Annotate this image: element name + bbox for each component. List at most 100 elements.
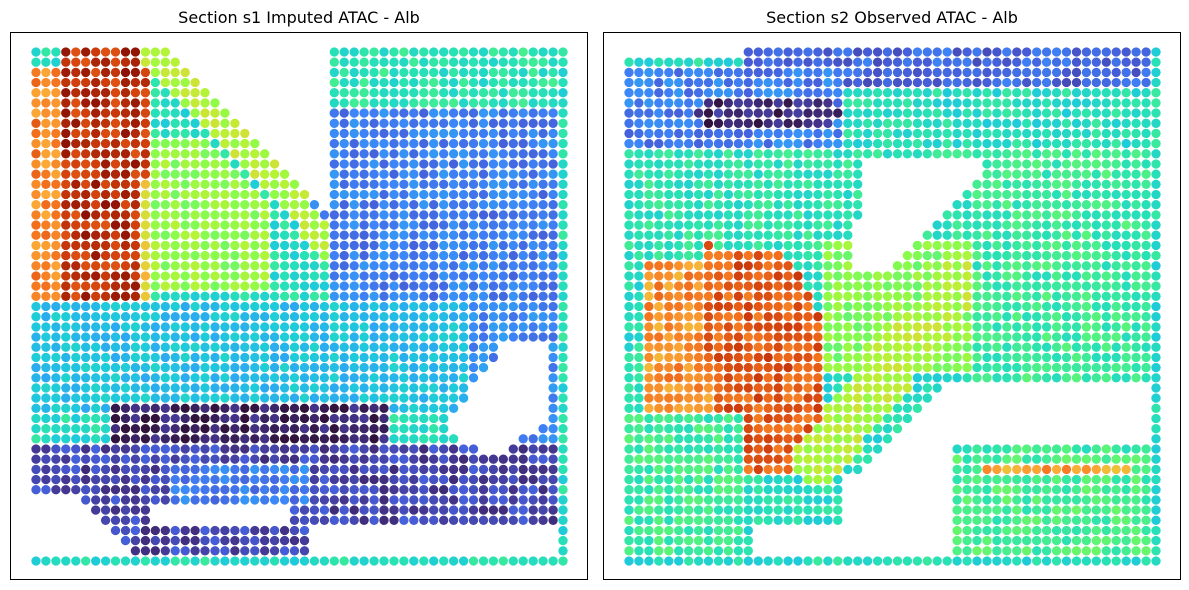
spot <box>399 444 409 454</box>
spot <box>733 67 744 78</box>
spot <box>289 515 300 525</box>
spot <box>389 454 399 464</box>
spot <box>349 149 359 159</box>
spot <box>1101 138 1111 149</box>
spot <box>1111 291 1121 301</box>
spot <box>723 474 734 485</box>
spot <box>389 250 399 261</box>
spot <box>478 240 489 251</box>
spot <box>379 332 389 342</box>
spot <box>279 352 290 363</box>
spot <box>862 149 873 159</box>
spot <box>220 393 230 403</box>
spot <box>1101 179 1111 189</box>
spot <box>369 138 379 149</box>
spot <box>91 342 101 352</box>
spot <box>723 88 734 98</box>
spot <box>538 515 548 525</box>
spot <box>230 281 240 291</box>
spot <box>723 118 734 128</box>
spot <box>703 322 714 332</box>
spot <box>200 261 210 271</box>
spot <box>269 403 280 413</box>
spot <box>210 362 220 373</box>
spot <box>150 362 160 373</box>
spot <box>1081 118 1092 128</box>
spot <box>882 67 893 78</box>
spot <box>269 220 280 230</box>
spot <box>713 271 724 281</box>
spot <box>31 88 41 98</box>
spot <box>1091 352 1101 363</box>
spot <box>624 485 634 495</box>
spot <box>71 169 81 179</box>
spot <box>210 179 220 189</box>
spot <box>1061 373 1072 383</box>
spot <box>528 261 538 271</box>
spot <box>190 403 200 413</box>
spot <box>140 383 151 393</box>
spot <box>962 515 972 525</box>
spot <box>743 149 753 159</box>
spot <box>922 301 932 312</box>
spot <box>359 210 369 220</box>
spot <box>458 373 469 383</box>
spot <box>793 474 803 485</box>
spot <box>664 464 674 475</box>
spot <box>250 210 260 220</box>
spot <box>339 47 349 57</box>
spot <box>91 444 101 454</box>
spot <box>684 179 694 189</box>
spot <box>853 403 863 413</box>
spot <box>71 200 81 210</box>
spot <box>210 220 220 230</box>
spot <box>1012 362 1022 373</box>
spot <box>339 556 349 566</box>
spot <box>713 77 724 88</box>
spot <box>200 352 210 363</box>
spot <box>634 474 644 485</box>
spot <box>429 434 439 444</box>
spot <box>1061 159 1072 169</box>
spot <box>1151 179 1161 189</box>
spot <box>110 525 121 536</box>
spot <box>962 210 972 220</box>
spot <box>359 189 369 200</box>
spot <box>498 138 508 149</box>
spot <box>478 362 489 373</box>
spot <box>1111 149 1121 159</box>
spot <box>528 291 538 301</box>
spot <box>1051 485 1062 495</box>
spot <box>399 485 409 495</box>
spot <box>713 362 724 373</box>
spot <box>882 403 893 413</box>
spot <box>51 322 61 332</box>
spot <box>773 312 783 322</box>
spot <box>439 67 449 78</box>
spot <box>972 108 982 118</box>
spot <box>644 240 654 251</box>
spot <box>912 362 923 373</box>
spot <box>922 88 932 98</box>
spot <box>71 444 81 454</box>
spot <box>230 210 240 220</box>
spot <box>518 291 528 301</box>
spot <box>1081 98 1092 108</box>
spot <box>783 352 793 363</box>
spot <box>674 413 684 424</box>
spot <box>823 434 833 444</box>
spot <box>130 413 141 424</box>
spot <box>1151 47 1161 57</box>
spot <box>100 444 111 454</box>
spot <box>1002 342 1012 352</box>
spot <box>389 444 399 454</box>
spot <box>1071 220 1082 230</box>
spot <box>1061 250 1072 261</box>
spot <box>61 149 71 159</box>
spot <box>753 352 763 363</box>
spot <box>419 220 429 230</box>
spot <box>429 393 439 403</box>
spot <box>684 464 694 475</box>
spot <box>51 189 61 200</box>
spot <box>753 342 763 352</box>
